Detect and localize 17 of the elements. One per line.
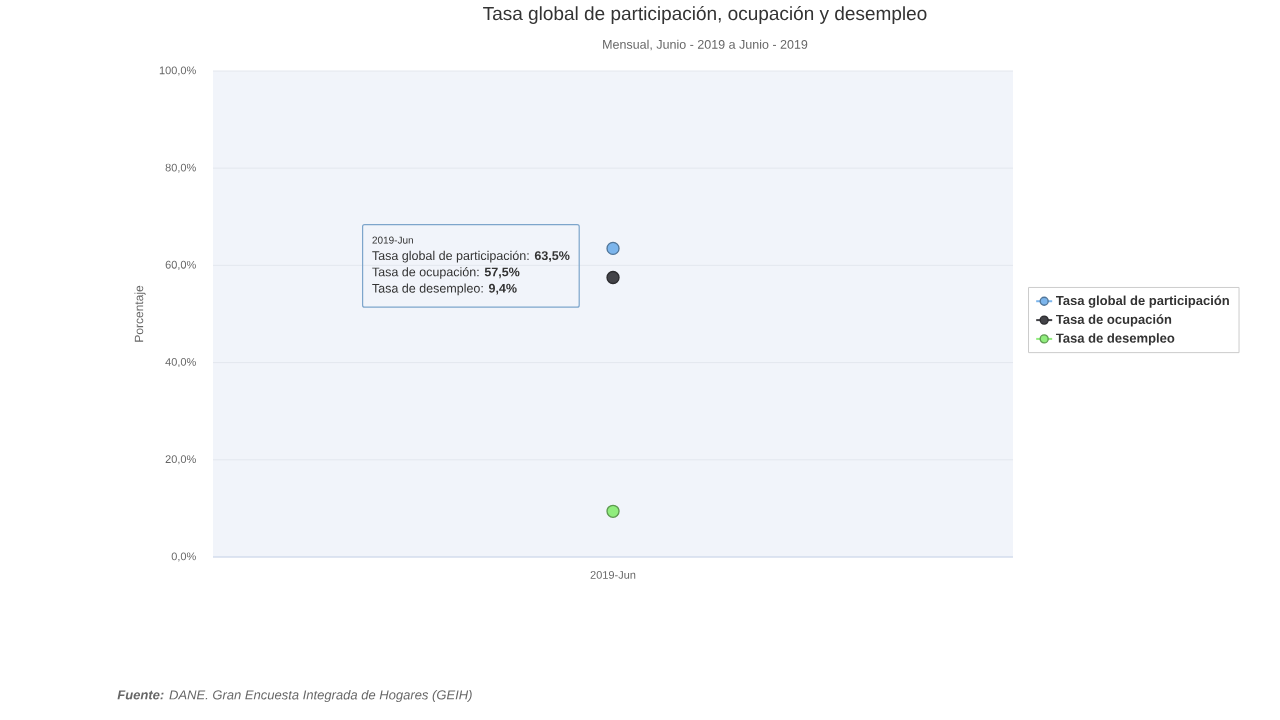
text: Fuente: DANE. Gran Encuesta Integrada de Hogares (GEIH) bbox=[117, 689, 472, 703]
y-tick-label: 40,0% bbox=[165, 358, 196, 368]
annotation: Tasa de desempleo: 9,4% bbox=[372, 283, 517, 296]
annotation: 2019-Jun bbox=[372, 236, 413, 244]
y-tick-label: 80,0% bbox=[165, 163, 196, 173]
legend-label: Tasa global de participación bbox=[1056, 295, 1229, 308]
y-tick-label: 60,0% bbox=[165, 260, 196, 270]
annotation: Tasa global de participación: 63,5% bbox=[372, 250, 570, 263]
y-tick-label: 0,0% bbox=[171, 552, 196, 562]
y-tick-label: 100,0% bbox=[159, 66, 196, 76]
annotation: Tasa de ocupación: 57,5% bbox=[372, 267, 520, 279]
y-axis-title: Porcentaje bbox=[134, 285, 146, 342]
chart-title: Tasa global de participación, ocupación y desempleo bbox=[483, 6, 927, 24]
chart-subtitle: Mensual, Junio - 2019 a Junio - 2019 bbox=[603, 39, 808, 51]
y-tick-label: 20,0% bbox=[165, 455, 196, 465]
legend-label: Tasa de ocupación bbox=[1056, 314, 1172, 327]
legend-label: Tasa de desempleo bbox=[1056, 333, 1175, 346]
